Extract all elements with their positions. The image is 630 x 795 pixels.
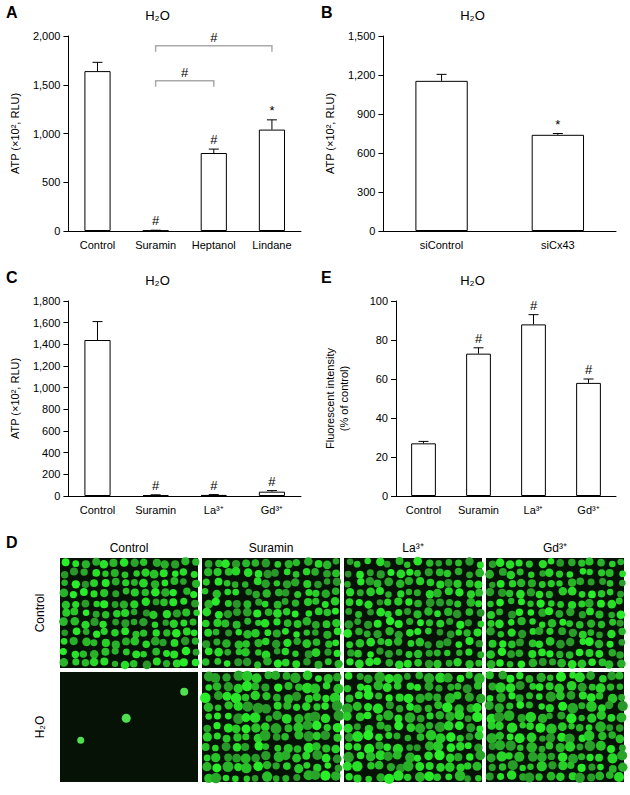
- svg-text:H₂O: H₂O: [460, 8, 485, 23]
- svg-text:Fluorescent intensity: Fluorescent intensity: [324, 348, 336, 449]
- svg-text:*: *: [269, 103, 274, 118]
- svg-text:Lindane: Lindane: [252, 239, 291, 251]
- svg-text:C: C: [6, 269, 18, 286]
- svg-text:600: 600: [357, 147, 375, 159]
- svg-text:2,000: 2,000: [33, 30, 61, 42]
- svg-text:Gd³⁺: Gd³⁺: [543, 541, 567, 555]
- svg-text:40: 40: [376, 412, 388, 424]
- svg-text:900: 900: [357, 108, 375, 120]
- svg-text:1,500: 1,500: [348, 30, 376, 42]
- svg-text:*: *: [555, 117, 560, 132]
- svg-text:0: 0: [382, 490, 388, 502]
- svg-text:D: D: [6, 534, 18, 551]
- svg-text:H₂O: H₂O: [145, 273, 170, 288]
- svg-text:siCx43: siCx43: [541, 239, 575, 251]
- svg-text:1,400: 1,400: [33, 338, 61, 350]
- svg-text:Suramin: Suramin: [249, 541, 294, 555]
- svg-text:#: #: [475, 331, 483, 346]
- svg-text:1,600: 1,600: [33, 317, 61, 329]
- svg-text:Control: Control: [110, 541, 149, 555]
- svg-text:Suramin: Suramin: [458, 504, 499, 516]
- svg-text:0: 0: [369, 225, 375, 237]
- svg-text:H₂O: H₂O: [460, 273, 485, 288]
- svg-text:H₂O: H₂O: [145, 8, 170, 23]
- svg-text:Control: Control: [33, 594, 47, 633]
- svg-text:200: 200: [42, 468, 60, 480]
- svg-text:800: 800: [42, 403, 60, 415]
- svg-text:Gd³⁺: Gd³⁺: [577, 504, 599, 516]
- svg-text:Suramin: Suramin: [135, 239, 176, 251]
- svg-text:#: #: [210, 132, 218, 147]
- svg-text:300: 300: [357, 186, 375, 198]
- svg-text:siControl: siControl: [420, 239, 463, 251]
- svg-text:0: 0: [54, 225, 60, 237]
- svg-text:#: #: [210, 478, 218, 493]
- svg-text:ATP (×10², RLU): ATP (×10², RLU): [9, 358, 21, 439]
- svg-text:100: 100: [370, 295, 388, 307]
- svg-text:600: 600: [42, 425, 60, 437]
- svg-text:#: #: [152, 478, 160, 493]
- svg-text:A: A: [6, 4, 18, 21]
- svg-text:1,500: 1,500: [33, 79, 61, 91]
- svg-text:500: 500: [42, 176, 60, 188]
- svg-text:Control: Control: [406, 504, 441, 516]
- svg-text:1,800: 1,800: [33, 295, 61, 307]
- svg-text:1,200: 1,200: [33, 360, 61, 372]
- svg-text:#: #: [210, 30, 218, 45]
- svg-text:#: #: [530, 298, 538, 313]
- svg-text:La³⁺: La³⁺: [524, 504, 544, 516]
- svg-text:Suramin: Suramin: [135, 504, 176, 516]
- svg-text:Control: Control: [80, 239, 115, 251]
- svg-text:#: #: [585, 362, 593, 377]
- svg-text:La³⁺: La³⁺: [204, 504, 224, 516]
- svg-text:80: 80: [376, 334, 388, 346]
- svg-text:1,200: 1,200: [348, 69, 376, 81]
- svg-text:1,000: 1,000: [33, 128, 61, 140]
- svg-text:ATP (×10², RLU): ATP (×10², RLU): [324, 93, 336, 174]
- svg-text:Gd³⁺: Gd³⁺: [261, 504, 283, 516]
- svg-text:#: #: [152, 213, 160, 228]
- svg-text:ATP (×10², RLU): ATP (×10², RLU): [9, 93, 21, 174]
- svg-text:#: #: [268, 474, 276, 489]
- svg-text:20: 20: [376, 451, 388, 463]
- svg-text:Heptanol: Heptanol: [192, 239, 236, 251]
- svg-text:400: 400: [42, 447, 60, 459]
- svg-text:H₂O: H₂O: [33, 716, 47, 739]
- svg-text:0: 0: [54, 490, 60, 502]
- svg-text:La³⁺: La³⁺: [402, 541, 423, 555]
- svg-text:1,000: 1,000: [33, 382, 61, 394]
- svg-text:60: 60: [376, 373, 388, 385]
- svg-text:B: B: [321, 4, 333, 21]
- svg-text:E: E: [321, 269, 332, 286]
- svg-text:Control: Control: [80, 504, 115, 516]
- svg-text:(% of control): (% of control): [338, 366, 350, 431]
- svg-text:#: #: [181, 65, 189, 80]
